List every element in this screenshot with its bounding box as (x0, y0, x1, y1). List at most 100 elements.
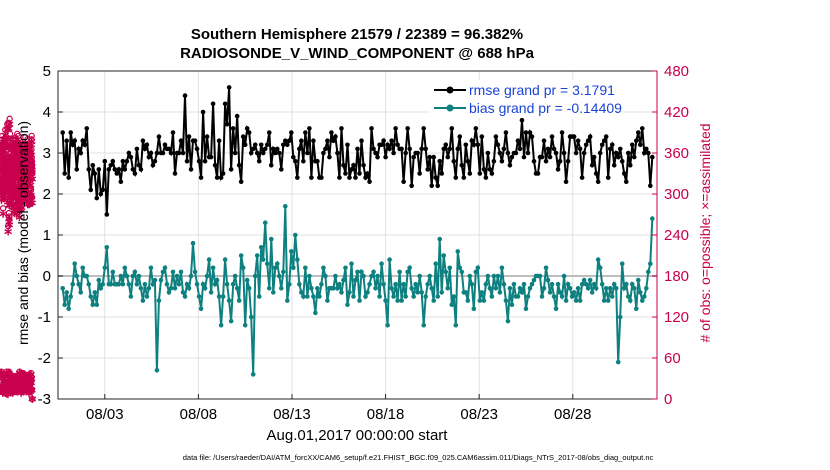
rmse-point (589, 163, 595, 168)
rmse-point (633, 138, 639, 143)
bias-point (200, 281, 206, 287)
rmse-point (146, 154, 152, 160)
rmse-point (252, 142, 258, 148)
bias-point (561, 273, 567, 279)
rmse-point (335, 150, 340, 156)
rmse-point (297, 146, 302, 152)
bias-point (250, 372, 256, 377)
bias-point (511, 281, 517, 287)
bias-point (184, 281, 190, 287)
bias-point (599, 281, 605, 287)
rmse-point (166, 146, 172, 152)
rmse-point (168, 150, 174, 156)
rmse-point (525, 150, 531, 156)
y-right-tick-label: 360 (664, 145, 689, 162)
bias-point (214, 277, 220, 283)
rmse-point (615, 154, 621, 160)
bias-point (569, 294, 575, 299)
bias-point (381, 281, 386, 287)
rmse-point (220, 171, 226, 176)
y-tick-label: 1 (43, 227, 51, 244)
bias-point (399, 298, 404, 303)
bias-point (559, 294, 565, 299)
rmse-point (130, 167, 136, 172)
bias-point (445, 286, 451, 291)
rmse-point (431, 154, 437, 160)
bias-point (60, 286, 65, 291)
bias-point (409, 286, 414, 291)
bias-point (204, 273, 210, 279)
rmse-point (499, 158, 505, 164)
rmse-point (585, 138, 591, 143)
bias-point (391, 294, 396, 299)
rmse-point (583, 142, 589, 148)
bias-point (240, 265, 246, 271)
y-tick-label: -2 (38, 350, 51, 367)
obs-assimilated-marker-stroke (0, 211, 7, 217)
rmse-point (644, 146, 649, 152)
rmse-point (577, 146, 583, 152)
rmse-point (315, 158, 320, 164)
rmse-point (623, 179, 629, 184)
rmse-point (212, 163, 218, 168)
rmse-point (192, 138, 198, 143)
bias-point (192, 269, 198, 275)
rmse-point (242, 142, 248, 148)
rmse-point (74, 167, 80, 172)
bias-point (108, 281, 114, 287)
y-right-tick-label: 480 (664, 63, 689, 80)
bias-point (613, 286, 619, 291)
bias-point (437, 236, 443, 242)
rmse-point (124, 158, 130, 164)
rmse-point (513, 150, 519, 156)
bias-point (166, 290, 172, 295)
obs-assimilated-marker-stroke (27, 152, 36, 158)
rmse-point (361, 163, 366, 168)
bias-point (405, 269, 410, 275)
obs-assimilated-marker (15, 213, 24, 222)
bias-point (238, 253, 244, 258)
rmse-point (613, 150, 619, 156)
bias-point (373, 286, 378, 291)
rmse-point (289, 130, 294, 135)
bias-point (246, 286, 252, 291)
rmse-point (543, 158, 549, 164)
bias-point (174, 273, 180, 279)
rmse-point (479, 134, 485, 139)
rmse-point (409, 183, 414, 189)
rmse-point (224, 122, 230, 127)
rmse-point (293, 158, 298, 164)
bias-point (441, 253, 447, 258)
obs-assimilated-marker-stroke (25, 149, 34, 155)
bias-point (295, 257, 300, 262)
bias-point (198, 306, 204, 312)
bias-point (447, 265, 453, 271)
rmse-point (256, 158, 262, 164)
bias-point (483, 281, 489, 287)
bias-point (501, 281, 507, 287)
bias-point (276, 273, 282, 279)
obs-assimilated-marker-stroke (6, 136, 14, 142)
bias-point (242, 322, 248, 328)
bias-point (431, 298, 437, 303)
rmse-point (417, 171, 422, 176)
rmse-point (355, 146, 360, 152)
bias-point (92, 290, 98, 295)
bias-point (74, 273, 80, 279)
rmse-point (375, 154, 380, 160)
rmse-point (182, 93, 188, 98)
y-right-tick-label: 300 (664, 186, 689, 203)
bias-point (603, 286, 609, 291)
rmse-point (327, 154, 332, 160)
bias-point (433, 261, 439, 267)
rmse-point (539, 154, 545, 160)
rmse-point (571, 134, 577, 139)
rmse-point (78, 150, 84, 156)
footer-data-file: data file: /Users/raeder/DAI/ATM_forcXX/… (183, 453, 654, 462)
bias-point (80, 265, 86, 271)
rmse-point (629, 142, 635, 148)
rmse-point (381, 138, 386, 143)
rmse-point (385, 142, 390, 148)
rmse-point (551, 146, 557, 152)
obs-assimilated-marker-stroke (5, 222, 14, 228)
